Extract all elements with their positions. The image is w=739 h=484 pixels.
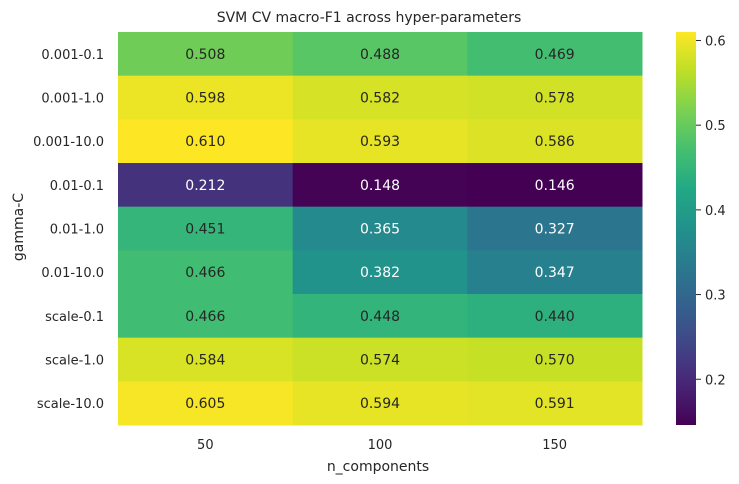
heatmap-cell [118,381,294,426]
cell-value-label: 0.586 [535,134,575,150]
heatmap-cell [292,163,468,208]
colorbar-tick-label: 0.4 [705,204,726,219]
cell-value-label: 0.212 [185,178,225,194]
heatmap-cell [292,381,468,426]
cell-value-label: 0.451 [185,222,225,238]
heatmap-cells: 0.508 0.488 0.469 0.598 0.582 0.578 0.610 0.593… [118,32,643,426]
heatmap-cell [118,32,294,77]
x-tick-label: 150 [542,438,567,453]
colorbar-tick-label: 0.6 [705,34,726,49]
heatmap-cell [292,32,468,77]
heatmap-cell [118,206,294,251]
y-tick-label: 0.01-1.0 [50,223,104,238]
cell-value-label: 0.327 [535,222,575,238]
cell-value-label: 0.508 [185,47,225,63]
y-tick-label: 0.01-0.1 [50,179,104,194]
heatmap-cell [292,294,468,339]
cell-value-label: 0.488 [360,47,400,63]
cell-value-label: 0.594 [360,396,400,412]
heatmap-cell [467,75,643,120]
heatmap-cell [292,337,468,382]
cell-value-label: 0.440 [535,309,575,325]
x-tick-label: 100 [368,438,393,453]
heatmap-cell [467,163,643,208]
cell-value-label: 0.148 [360,178,400,194]
heatmap-cell [467,381,643,426]
heatmap-cell [467,294,643,339]
cell-value-label: 0.598 [185,91,225,107]
x-axis-label: n_components [327,459,429,475]
cell-value-label: 0.347 [535,265,575,281]
colorbar-ticks: 0.2 0.3 0.4 0.5 0.6 [696,34,726,388]
cell-value-label: 0.146 [535,178,575,194]
cell-value-label: 0.469 [535,47,575,63]
y-axis-label: gamma-C [11,193,27,261]
heatmap-cell [118,250,294,295]
cell-value-label: 0.610 [185,134,225,150]
cell-value-label: 0.582 [360,91,400,107]
x-tick-labels: 50 100 150 [197,438,567,453]
heatmap-cell [118,294,294,339]
heatmap-cell [467,337,643,382]
cell-value-label: 0.466 [185,309,225,325]
heatmap-cell [467,119,643,164]
colorbar-tick-label: 0.2 [705,373,726,388]
cell-value-label: 0.584 [185,353,225,369]
chart-title: SVM CV macro-F1 across hyper-parameters [217,10,522,26]
y-tick-label: scale-1.0 [45,354,104,369]
heatmap-cell [467,206,643,251]
heatmap-cell [467,32,643,77]
colorbar [676,32,696,425]
heatmap-cell [118,337,294,382]
heatmap-cell [118,119,294,164]
heatmap-cell [292,75,468,120]
y-tick-label: 0.001-1.0 [41,92,104,107]
cell-value-label: 0.365 [360,222,400,238]
colorbar-tick-label: 0.5 [705,119,726,134]
cell-value-label: 0.448 [360,309,400,325]
colorbar-tick-label: 0.3 [705,289,726,304]
y-tick-labels: 0.001-0.1 0.001-1.0 0.001-10.0 0.01-0.1 0.01… [33,48,104,412]
cell-value-label: 0.593 [360,134,400,150]
x-tick-label: 50 [197,438,214,453]
heatmap-cell [292,250,468,295]
heatmap-cell [292,119,468,164]
cell-value-label: 0.578 [535,91,575,107]
heatmap-cell [118,163,294,208]
cell-value-label: 0.382 [360,265,400,281]
y-tick-label: 0.001-0.1 [41,48,104,63]
cell-value-label: 0.605 [185,396,225,412]
y-tick-label: scale-10.0 [37,397,104,412]
cell-value-label: 0.591 [535,396,575,412]
heatmap-cell [118,75,294,120]
cell-value-label: 0.466 [185,265,225,281]
y-tick-label: 0.01-10.0 [41,266,104,281]
heatmap-cell [467,250,643,295]
y-tick-label: 0.001-10.0 [33,135,104,150]
y-tick-label: scale-0.1 [45,310,104,325]
cell-value-label: 0.570 [535,353,575,369]
cell-value-label: 0.574 [360,353,400,369]
heatmap-cell [292,206,468,251]
